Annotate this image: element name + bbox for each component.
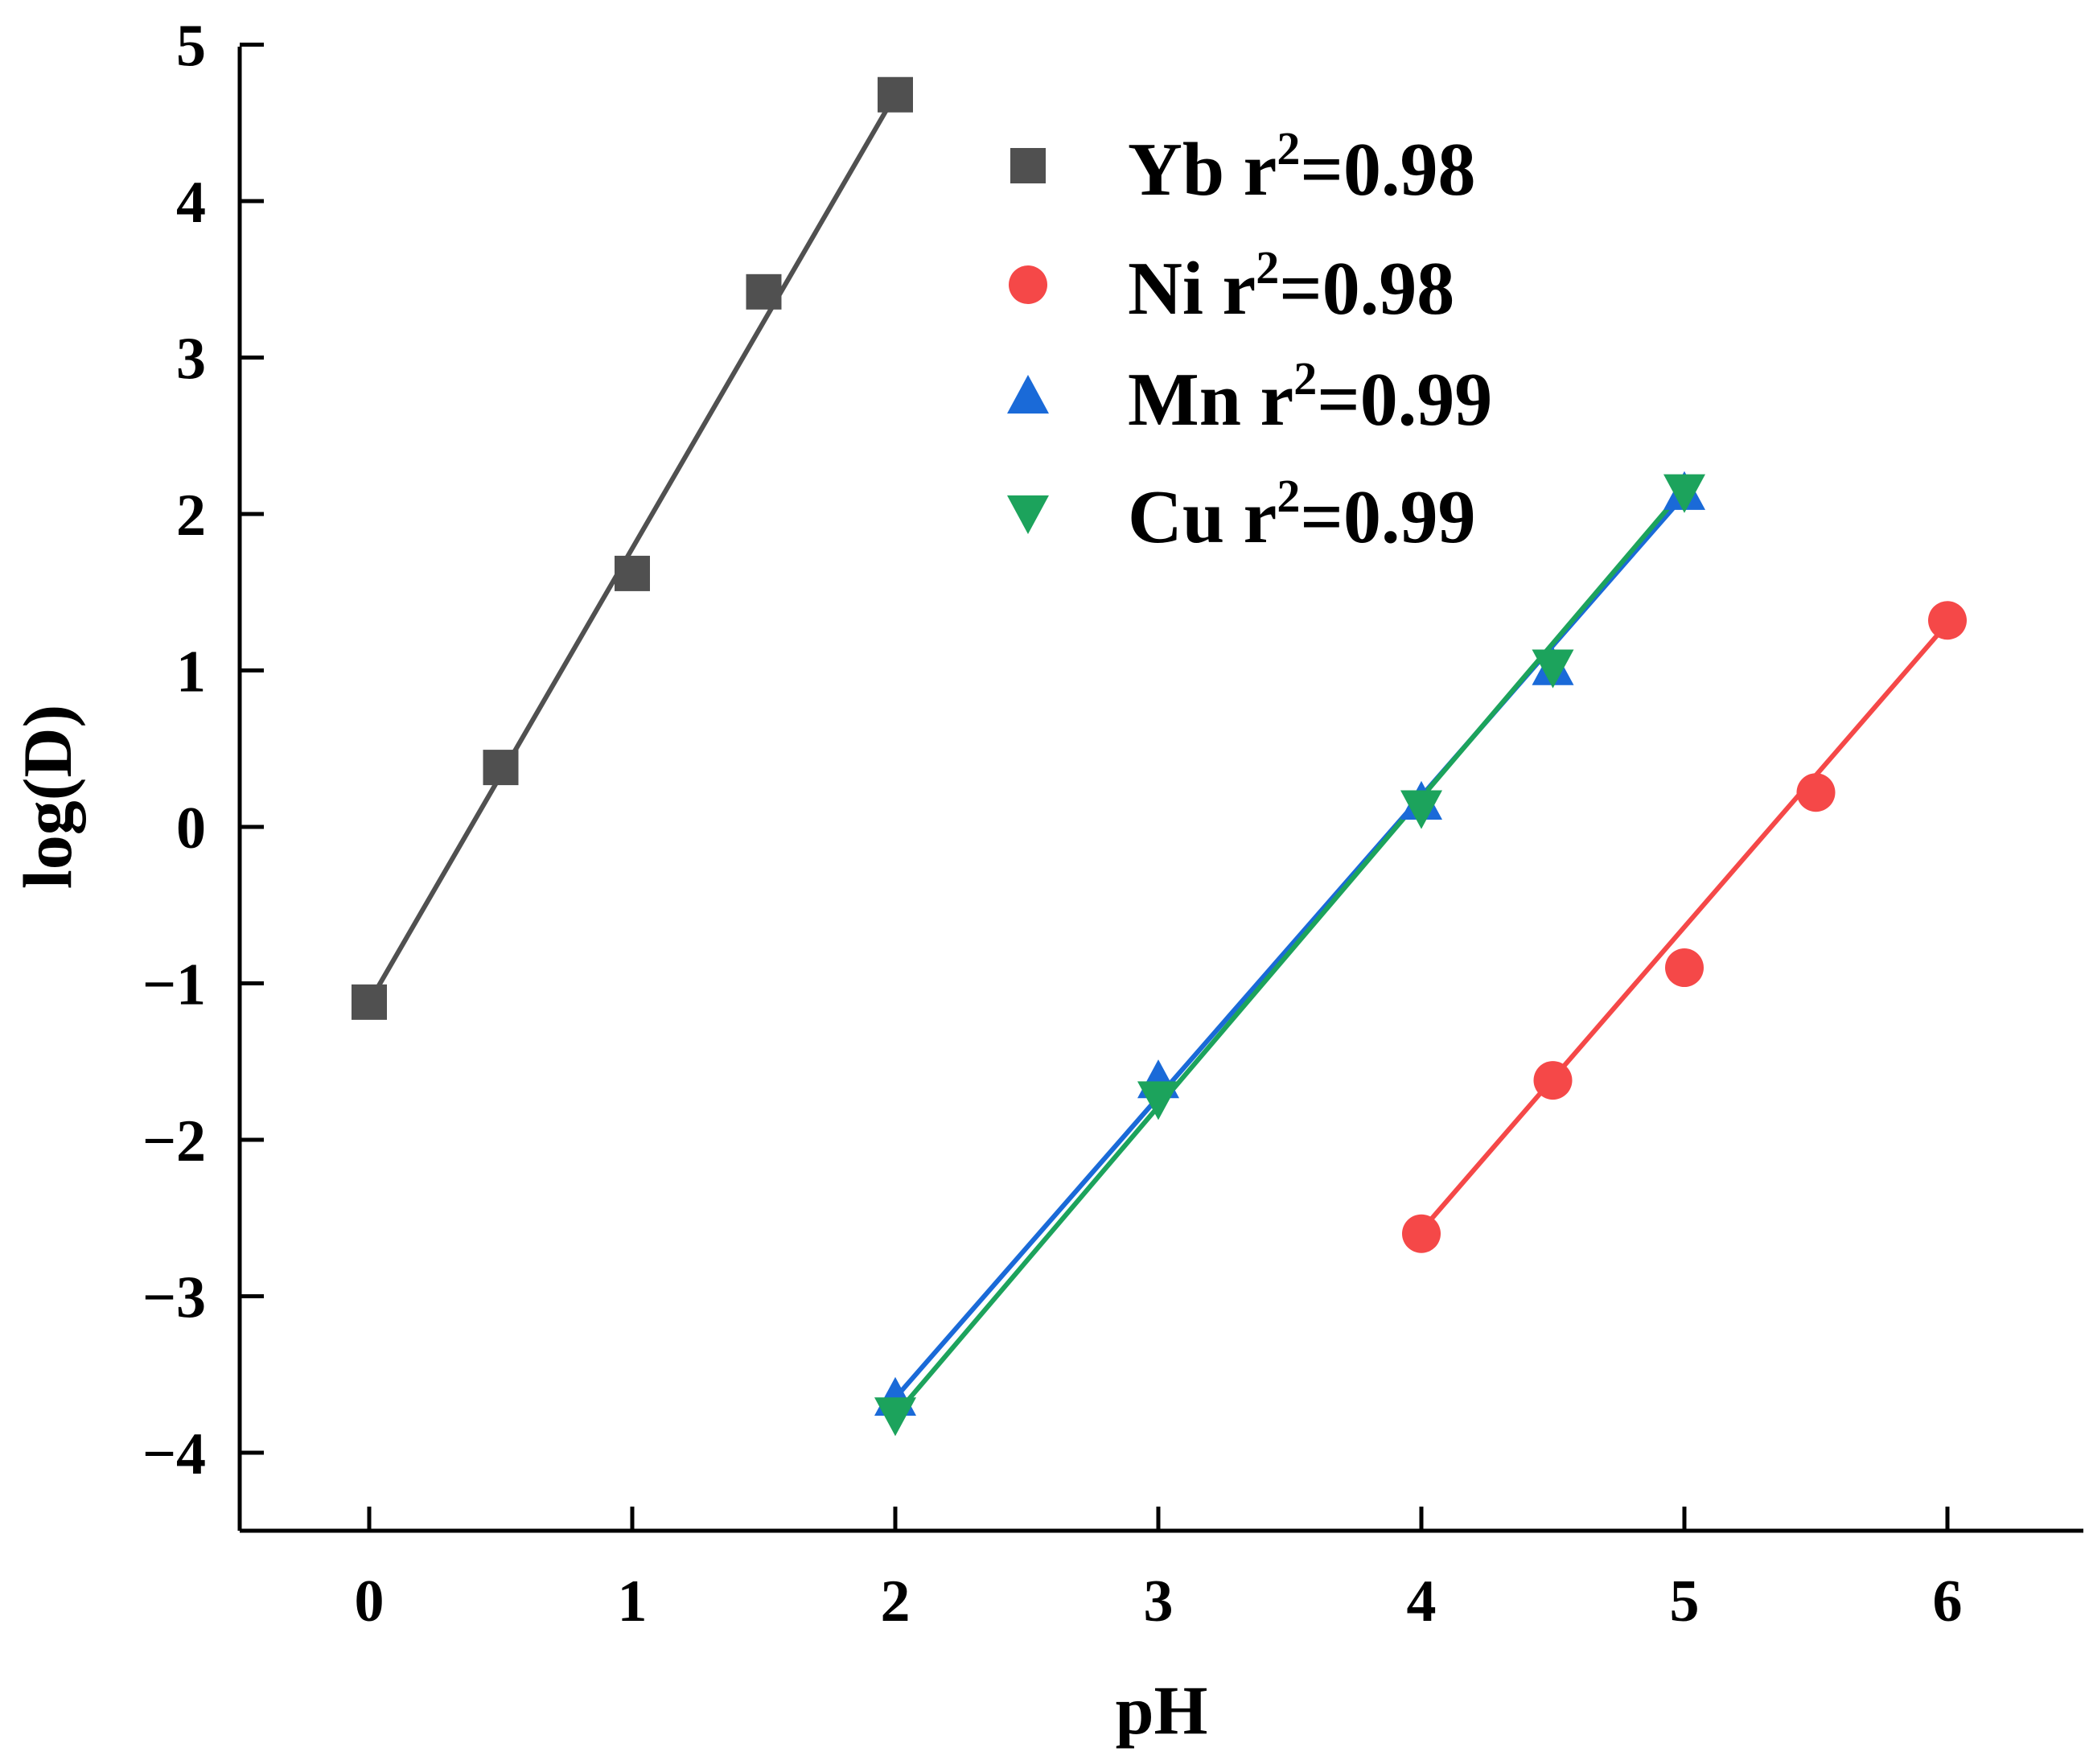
legend-series-name: Cu (1128, 475, 1244, 559)
y-tick-label: 1 (176, 639, 206, 705)
legend-r-superscript: 2 (1293, 352, 1317, 405)
y-tick-label: −3 (142, 1265, 206, 1331)
data-point-yb (483, 750, 519, 786)
legend-marker-yb (1010, 148, 1046, 183)
fit-line-cu (893, 487, 1687, 1417)
data-point-cu (1137, 1081, 1179, 1120)
legend-r2-value: =0.98 (1300, 128, 1475, 212)
legend-r-label: r (1244, 475, 1277, 559)
legend-marker-mn (1007, 375, 1049, 414)
x-tick-label: 3 (1144, 1569, 1174, 1634)
fit-line-yb (367, 93, 898, 1004)
legend-r-superscript: 2 (1277, 470, 1300, 522)
axes-group (237, 47, 2083, 1533)
x-tick-label: 0 (355, 1569, 384, 1634)
y-tick-label: 4 (176, 170, 206, 236)
legend-series-name: Ni (1128, 247, 1223, 331)
x-tick-label: 2 (881, 1569, 911, 1634)
x-tick-label: 5 (1670, 1569, 1700, 1634)
data-point-ni (1402, 1214, 1441, 1253)
y-tick-label: 0 (176, 796, 206, 861)
data-point-ni (1665, 948, 1704, 988)
data-point-cu (1663, 474, 1705, 513)
legend-series-name: Yb (1128, 128, 1244, 212)
legend-series-name: Mn (1128, 358, 1260, 442)
legend-r-label: r (1223, 247, 1256, 331)
y-tick-label: 5 (176, 14, 206, 80)
legend-r-superscript: 2 (1277, 122, 1300, 175)
markers-group (352, 76, 1967, 1437)
y-tick-label: −2 (142, 1108, 206, 1174)
y-tick-label: −4 (142, 1421, 206, 1487)
legend-r-label: r (1260, 358, 1294, 442)
legend-label-yb: Yb r2=0.98 (1128, 122, 1475, 212)
legend-label-ni: Ni r2=0.98 (1128, 241, 1454, 331)
data-point-yb (746, 273, 782, 310)
legend-marker-ni (1009, 265, 1047, 304)
data-point-cu (874, 1397, 916, 1437)
legend-r2-value: =0.98 (1279, 247, 1454, 331)
x-axis-title: pH (1116, 1671, 1208, 1749)
data-point-yb (615, 555, 650, 591)
legend-r-superscript: 2 (1256, 241, 1279, 294)
data-point-cu (1400, 790, 1442, 829)
legend-r2-value: =0.99 (1317, 358, 1492, 442)
legend-r-label: r (1244, 128, 1277, 212)
data-point-yb (352, 984, 387, 1020)
data-point-ni (1928, 601, 1967, 640)
data-point-ni (1533, 1061, 1573, 1100)
x-tick-label: 1 (618, 1569, 648, 1634)
legend-label-mn: Mn r2=0.99 (1128, 352, 1492, 442)
data-point-cu (1532, 649, 1574, 689)
y-tick-label: 3 (176, 327, 206, 393)
legend-marker-cu (1007, 495, 1049, 534)
fit-lines-group (367, 93, 1950, 1417)
legend-r2-value: =0.99 (1300, 475, 1475, 559)
x-tick-label: 6 (1933, 1569, 1963, 1634)
ticks-group: 0 1 2 3 4 5 6 −4 −3 −2 −1 0 1 2 3 4 5 (142, 14, 1963, 1635)
y-axis-title: log(D) (9, 705, 86, 889)
x-tick-label: 4 (1407, 1569, 1437, 1634)
y-tick-label: −1 (142, 952, 206, 1018)
y-tick-label: 2 (176, 483, 206, 549)
data-point-yb (878, 76, 913, 113)
data-point-ni (1796, 773, 1836, 812)
fit-line-ni (1419, 622, 1950, 1232)
legend-label-cu: Cu r2=0.99 (1128, 470, 1475, 559)
